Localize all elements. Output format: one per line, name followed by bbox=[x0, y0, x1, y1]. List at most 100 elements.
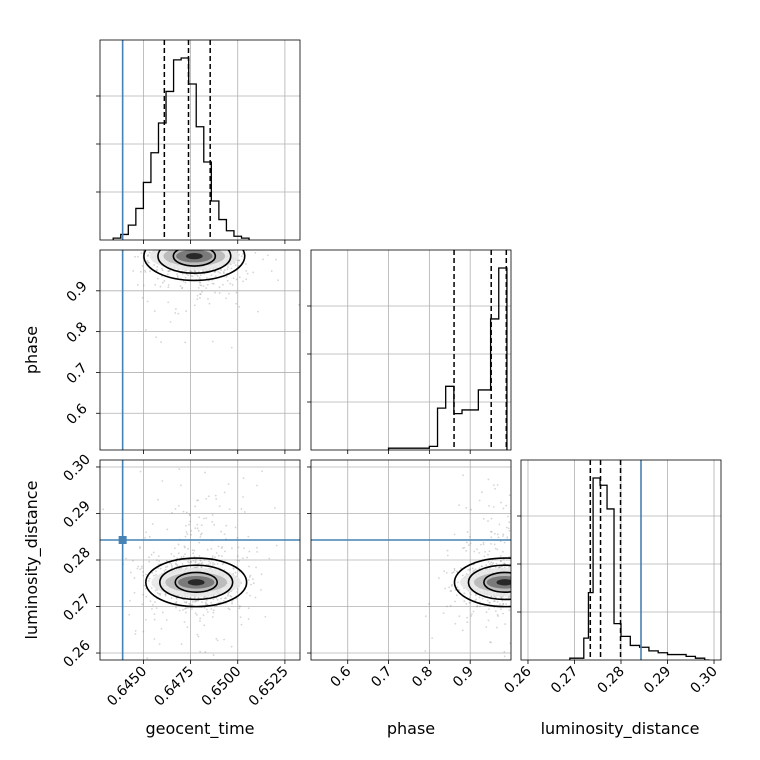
sample-point bbox=[202, 245, 204, 247]
sample-point bbox=[523, 519, 525, 521]
sample-point bbox=[474, 599, 477, 602]
sample-point bbox=[223, 533, 226, 536]
sample-point bbox=[167, 301, 170, 304]
sample-point bbox=[547, 539, 549, 541]
sample-point bbox=[161, 480, 164, 482]
sample-point bbox=[524, 596, 526, 598]
sample-point bbox=[466, 541, 468, 544]
sample-point bbox=[184, 244, 186, 246]
sample-point bbox=[209, 230, 211, 232]
panel-frame bbox=[310, 249, 512, 451]
sample-point bbox=[212, 283, 215, 285]
sample-point bbox=[243, 547, 245, 550]
sample-point bbox=[517, 581, 519, 583]
sample-point bbox=[144, 175, 146, 177]
sample-point bbox=[185, 203, 187, 205]
sample-point bbox=[153, 613, 156, 616]
sample-point bbox=[561, 579, 563, 581]
x-tick-label: 0.8 bbox=[409, 664, 436, 691]
sample-point bbox=[504, 623, 507, 625]
sample-point bbox=[247, 607, 250, 610]
sample-point bbox=[203, 188, 205, 190]
sample-point bbox=[148, 560, 151, 563]
sample-point bbox=[200, 234, 202, 236]
sample-point bbox=[514, 586, 516, 588]
sample-point bbox=[196, 633, 199, 636]
sample-point bbox=[141, 567, 143, 570]
sample-point bbox=[200, 197, 202, 199]
sample-point bbox=[486, 599, 489, 602]
sample-point bbox=[533, 560, 535, 562]
sample-point bbox=[519, 577, 521, 579]
sample-point bbox=[194, 566, 197, 569]
sample-point bbox=[198, 243, 200, 245]
sample-point bbox=[157, 245, 159, 247]
sample-point bbox=[517, 571, 519, 573]
sample-point bbox=[533, 602, 535, 604]
sample-point bbox=[247, 579, 250, 581]
sample-point bbox=[481, 491, 483, 494]
sample-point bbox=[545, 576, 547, 578]
sample-point bbox=[145, 329, 147, 331]
sample-point bbox=[157, 563, 160, 566]
sample-point bbox=[537, 571, 539, 573]
sample-point bbox=[204, 471, 206, 474]
sample-point bbox=[148, 261, 150, 264]
sample-point bbox=[518, 586, 520, 588]
sample-point bbox=[156, 592, 159, 594]
sample-point bbox=[187, 607, 189, 609]
sample-point bbox=[164, 240, 166, 242]
sample-point bbox=[199, 293, 202, 296]
sample-point bbox=[512, 585, 514, 587]
sample-point bbox=[487, 619, 490, 622]
sample-point bbox=[216, 248, 218, 250]
sample-point bbox=[133, 577, 136, 579]
sample-point bbox=[225, 597, 227, 599]
sample-point bbox=[211, 248, 213, 250]
sample-point bbox=[167, 270, 170, 273]
y-axis-label-luminosity-distance: luminosity_distance bbox=[22, 481, 42, 640]
sample-point bbox=[193, 242, 195, 244]
sample-point bbox=[526, 568, 528, 570]
sample-point bbox=[522, 580, 524, 582]
sample-point bbox=[200, 234, 202, 236]
sample-point bbox=[161, 269, 164, 272]
sample-point bbox=[245, 270, 248, 272]
sample-point bbox=[207, 245, 209, 247]
sample-point bbox=[188, 245, 190, 247]
sample-point bbox=[243, 511, 246, 513]
sample-point bbox=[513, 484, 515, 486]
sample-point bbox=[214, 494, 217, 497]
density-region bbox=[496, 579, 511, 586]
sample-point bbox=[512, 569, 514, 571]
sample-point bbox=[183, 545, 186, 548]
sample-point bbox=[255, 566, 257, 569]
sample-point bbox=[223, 638, 225, 641]
panel-content bbox=[112, 40, 250, 240]
sample-point bbox=[228, 608, 231, 611]
sample-point bbox=[474, 568, 477, 571]
sample-point bbox=[467, 544, 470, 547]
sample-point bbox=[502, 550, 504, 553]
panel-content bbox=[569, 460, 710, 660]
sample-point bbox=[109, 171, 111, 173]
sample-point bbox=[208, 560, 211, 563]
sample-point bbox=[442, 612, 445, 615]
sample-point bbox=[139, 568, 142, 571]
sample-point bbox=[238, 259, 241, 262]
sample-point bbox=[120, 226, 122, 228]
sample-point bbox=[249, 594, 251, 597]
sample-point bbox=[230, 267, 233, 270]
sample-point bbox=[488, 601, 491, 604]
sample-point bbox=[270, 270, 273, 272]
sample-point bbox=[521, 566, 523, 568]
sample-point bbox=[198, 516, 201, 519]
sample-point bbox=[463, 600, 466, 603]
sample-point bbox=[252, 582, 255, 585]
x-tick-label: 0.6450 bbox=[104, 664, 150, 710]
sample-point bbox=[537, 588, 539, 590]
sample-point bbox=[223, 491, 226, 494]
sample-point bbox=[248, 550, 251, 553]
sample-point bbox=[494, 610, 497, 613]
sample-point bbox=[531, 583, 533, 585]
